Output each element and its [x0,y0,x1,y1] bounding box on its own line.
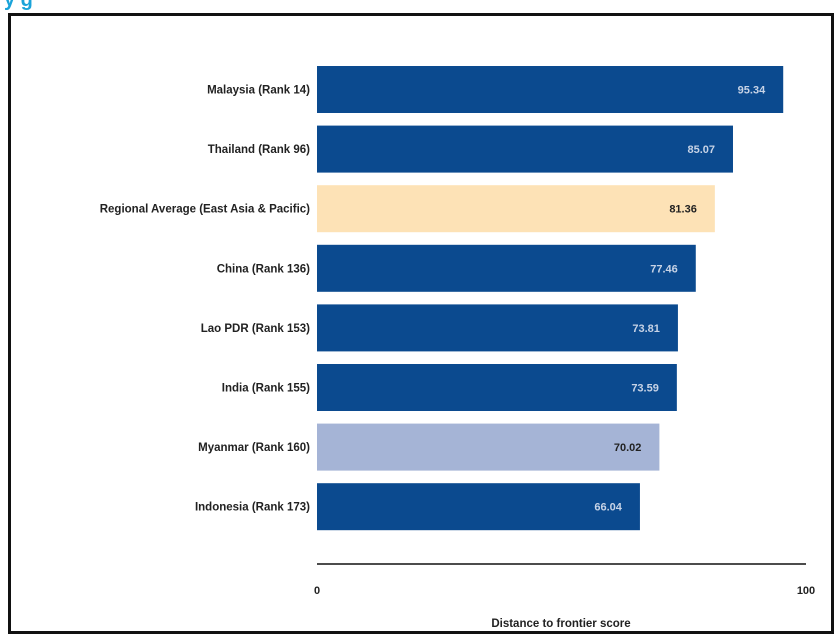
value-label-4: 73.81 [632,323,660,335]
category-label-3: China (Rank 136) [217,263,310,275]
category-label-7: Indonesia (Rank 173) [195,502,310,514]
value-label-5: 73.59 [631,383,659,395]
bar-3 [317,244,696,292]
category-label-0: Malaysia (Rank 14) [207,85,310,97]
top-title: y g [4,0,33,11]
bars-group: Malaysia (Rank 14) 95.34 Thailand (Rank 96… [100,66,784,531]
value-label-6: 70.02 [614,442,642,454]
bar-6 [317,423,660,471]
value-label-2: 81.36 [669,204,697,216]
category-label-5: India (Rank 155) [222,383,310,395]
bar-1 [317,125,733,173]
category-label-6: Myanmar (Rank 160) [198,442,310,454]
category-label-2: Regional Average (East Asia & Pacific) [100,204,310,216]
top-title-strip: y g [0,0,839,12]
value-label-1: 85.07 [687,144,715,156]
x-tick-label-min: 0 [314,585,320,597]
bar-4 [317,304,678,352]
bar-5 [317,364,677,411]
bar-2 [317,185,715,233]
value-label-0: 95.34 [738,85,766,97]
x-tick-label-max: 100 [797,585,815,597]
value-label-7: 66.04 [594,502,622,514]
value-label-3: 77.46 [650,263,678,275]
category-label-1: Thailand (Rank 96) [208,144,310,156]
chart-frame: Malaysia (Rank 14) 95.34 Thailand (Rank 96… [8,13,834,634]
bar-chart: Malaysia (Rank 14) 95.34 Thailand (Rank 96… [100,66,815,630]
bar-0 [317,66,784,113]
bar-7 [317,483,640,531]
x-axis-title: Distance to frontier score [491,618,630,630]
category-label-4: Lao PDR (Rank 153) [201,323,310,335]
